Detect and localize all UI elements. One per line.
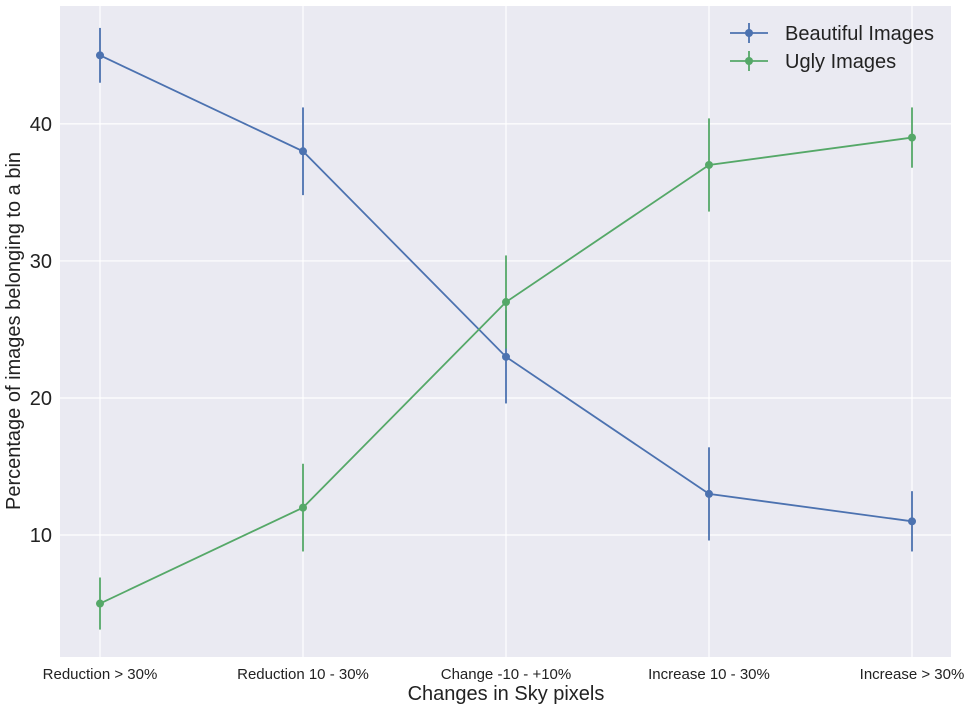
data-point [96,599,104,608]
y-tick-label: 20 [30,388,52,410]
y-tick-label: 40 [30,114,52,136]
x-tick-label: Reduction 10 - 30% [237,666,369,683]
x-tick-labels: Reduction > 30% Reduction 10 - 30% Change … [43,666,965,683]
series-layer [96,27,916,630]
y-tick-label: 30 [30,251,52,273]
data-point [502,298,510,307]
data-point [705,160,713,169]
legend-marker [745,29,753,37]
legend-label: Ugly Images [785,51,896,73]
x-tick-label: Increase > 30% [860,666,965,683]
x-tick-label: Reduction > 30% [43,666,158,683]
legend-label: Beautiful Images [785,23,934,45]
x-axis-label: Changes in Sky pixels [408,683,605,705]
y-tick-label: 10 [30,525,52,547]
legend: Beautiful Images Ugly Images [730,23,934,73]
data-point [502,352,510,361]
y-tick-labels: 10 20 30 40 [30,114,52,547]
data-point [96,51,104,60]
data-point [705,489,713,498]
data-point [299,503,307,512]
y-axis-label: Percentage of images belonging to a bin [3,152,25,510]
x-tick-label: Increase 10 - 30% [648,666,770,683]
legend-marker [745,57,753,65]
data-point [299,147,307,156]
x-tick-label: Change -10 - +10% [441,666,572,683]
data-point [908,133,916,142]
data-point [908,517,916,526]
